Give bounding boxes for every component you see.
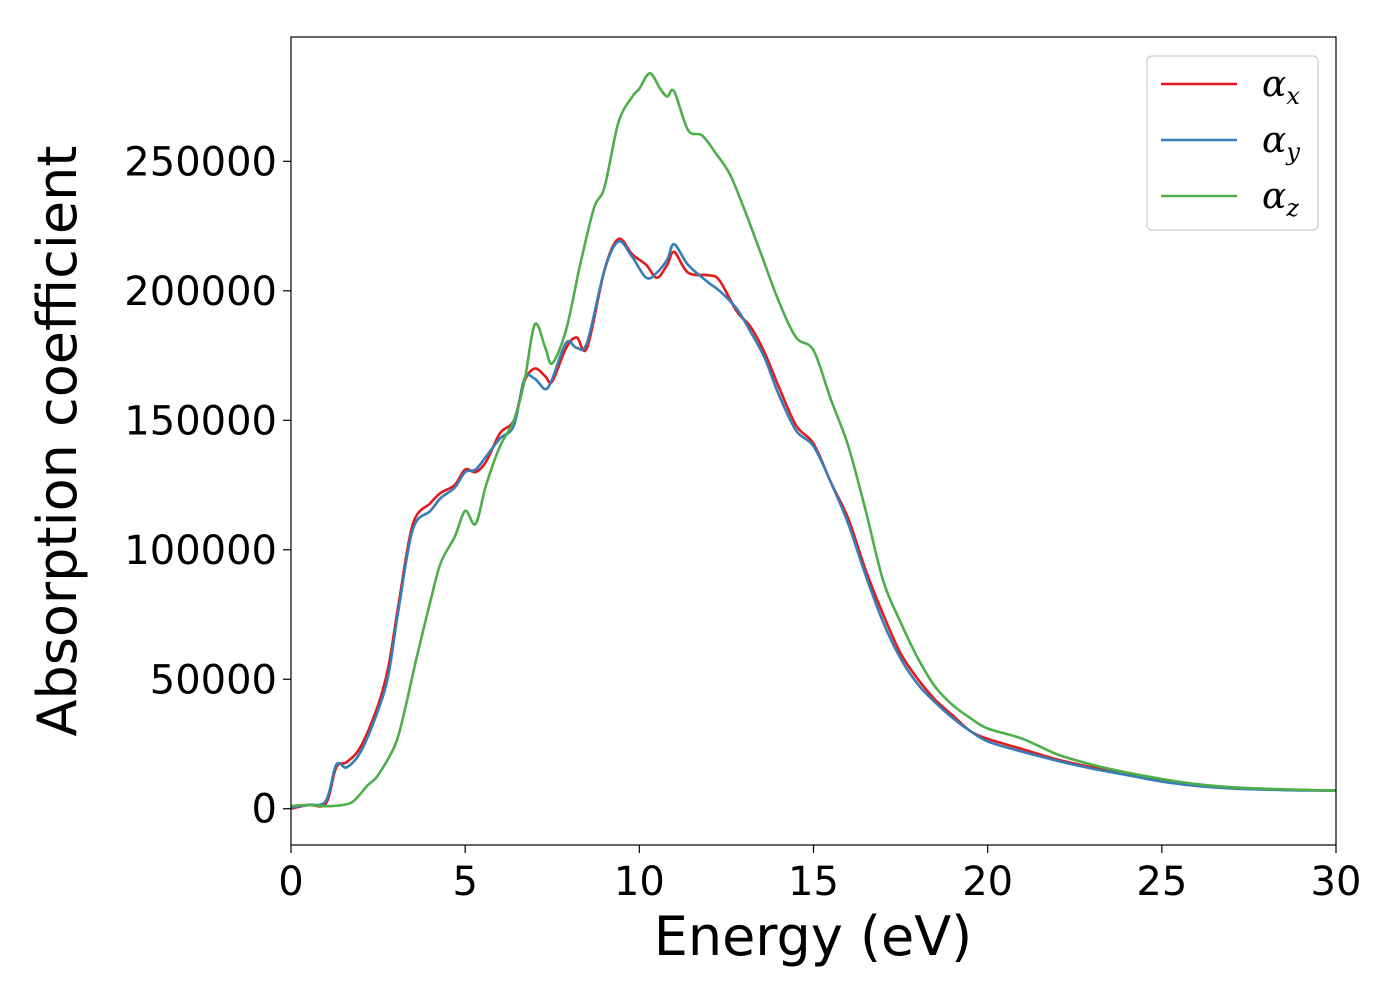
x-axis-title: Energy (eV) — [654, 905, 973, 968]
legend-box — [1146, 55, 1319, 231]
ticks-layer: 0 5 10 15 20 25 30 0 50000 100000 150000 200000 2500… — [124, 139, 1361, 905]
series-line-x — [290, 237, 1337, 810]
y-axis-title: Absorption coefficient — [26, 146, 89, 737]
y-tick-label: 250000 — [124, 139, 277, 185]
y-tick-label: 50000 — [150, 657, 277, 703]
y-tick-label: 100000 — [124, 528, 277, 574]
series-line-y — [290, 240, 1337, 809]
y-tick-label: 0 — [252, 787, 277, 833]
x-tick-label: 5 — [452, 859, 477, 905]
legend-label-z: αz — [1262, 176, 1299, 222]
legend-label-x: αx — [1262, 64, 1300, 110]
x-tick-label: 0 — [278, 859, 303, 905]
series-line-z — [290, 72, 1337, 808]
x-tick-label: 25 — [1136, 859, 1187, 905]
x-tick-label: 30 — [1311, 859, 1362, 905]
y-tick-label: 150000 — [124, 398, 277, 444]
series-layer — [290, 72, 1337, 810]
x-tick-label: 20 — [962, 859, 1013, 905]
x-tick-label: 10 — [614, 859, 665, 905]
x-tick-label: 15 — [788, 859, 839, 905]
legend: αx αy αz — [1146, 55, 1319, 231]
y-tick-label: 200000 — [124, 269, 277, 315]
legend-label-y: αy — [1262, 120, 1300, 166]
